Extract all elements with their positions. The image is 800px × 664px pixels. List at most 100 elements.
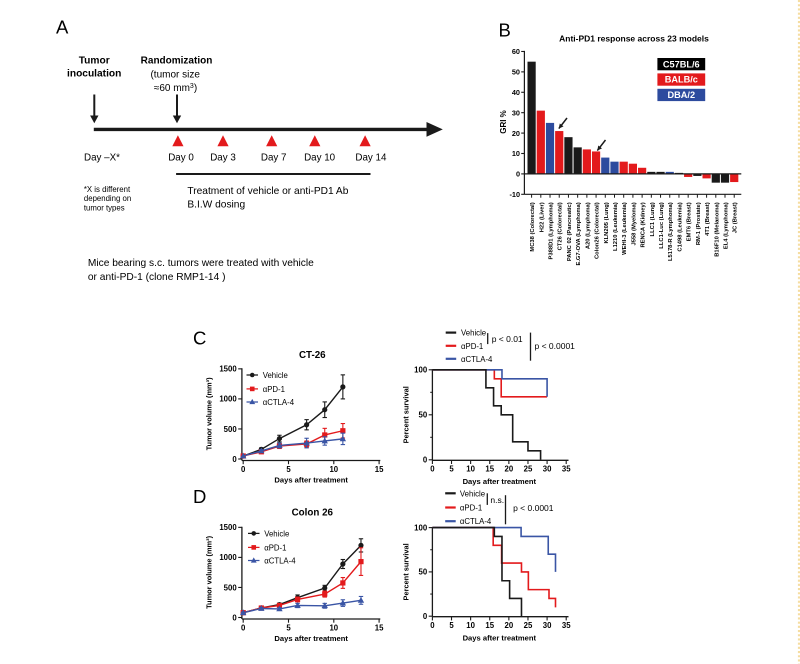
svg-text:10: 10 [466,465,475,474]
svg-text:500: 500 [224,425,238,434]
svg-text:Days after treatment: Days after treatment [274,476,348,485]
svg-text:CT26 (Colorectal): CT26 (Colorectal) [558,202,564,250]
svg-text:αCTLA-4: αCTLA-4 [263,398,295,407]
svg-text:15: 15 [485,621,494,630]
svg-text:Anti-PD1 response across 23 mo: Anti-PD1 response across 23 models [559,33,709,43]
svg-text:60: 60 [512,47,520,56]
svg-text:1000: 1000 [219,395,237,404]
svg-text:40: 40 [512,88,520,97]
svg-text:A20 (Lymphoma): A20 (Lymphoma) [585,202,591,249]
svg-text:or anti-PD-1 (clone RMP1-14 ): or anti-PD-1 (clone RMP1-14 ) [88,272,226,283]
svg-text:B.I.W dosing: B.I.W dosing [187,199,245,210]
svg-text:C: C [193,328,206,349]
svg-text:DBA/2: DBA/2 [668,90,696,100]
svg-text:500: 500 [224,583,238,592]
svg-text:100: 100 [414,366,428,375]
svg-text:Mice bearing s.c. tumors were: Mice bearing s.c. tumors were treated wi… [88,258,314,269]
svg-text:35: 35 [562,465,571,474]
svg-text:5: 5 [286,465,291,474]
svg-text:αPD-1: αPD-1 [460,504,482,513]
svg-text:PANC 02 (Pancreatic): PANC 02 (Pancreatic) [567,202,573,261]
svg-text:0: 0 [423,456,428,465]
svg-text:Treatment of vehicle or anti-P: Treatment of vehicle or anti-PD1 Ab [187,186,348,197]
svg-text:αCTLA-4: αCTLA-4 [264,557,296,566]
svg-text:15: 15 [375,624,384,633]
svg-text:p < 0.0001: p < 0.0001 [535,341,576,351]
svg-text:C57BL/6: C57BL/6 [663,59,700,69]
svg-text:20: 20 [505,465,514,474]
svg-text:(tumor size: (tumor size [150,69,200,80]
svg-text:5: 5 [286,624,291,633]
svg-text:50: 50 [419,411,428,420]
svg-text:1000: 1000 [219,553,237,562]
svg-text:Day –X*: Day –X* [84,153,120,164]
svg-text:KLN205 (Lung): KLN205 (Lung) [604,202,610,243]
svg-text:4T1 (Breast): 4T1 (Breast) [705,202,711,236]
svg-text:P388D1 (Lymphoma): P388D1 (Lymphoma) [549,202,555,259]
svg-text:inoculation: inoculation [67,69,121,80]
svg-text:30: 30 [512,108,520,117]
svg-text:n.s.: n.s. [490,495,504,505]
svg-text:0: 0 [241,465,246,474]
svg-text:10: 10 [466,621,475,630]
svg-text:5: 5 [449,621,454,630]
svg-text:50: 50 [419,568,428,577]
svg-text:JC (Breast): JC (Breast) [733,202,739,233]
svg-text:LLC1-Luc (Lung): LLC1-Luc (Lung) [659,202,665,248]
svg-text:p < 0.0001: p < 0.0001 [513,503,554,513]
svg-text:D: D [193,486,206,507]
svg-text:35: 35 [562,621,571,630]
svg-text:Day 7: Day 7 [261,153,287,164]
svg-text:Vehicle: Vehicle [263,371,288,380]
svg-text:Vehicle: Vehicle [460,489,485,498]
svg-text:0: 0 [430,465,435,474]
svg-text:0: 0 [241,624,246,633]
svg-text:0: 0 [423,612,428,621]
svg-text:Colon 26: Colon 26 [292,507,334,518]
svg-text:0: 0 [232,455,237,464]
svg-text:αPD-1: αPD-1 [461,342,483,351]
svg-text:20: 20 [505,621,514,630]
svg-text:25: 25 [524,465,533,474]
svg-text:20: 20 [512,129,520,138]
svg-text:RM-1 (Prostate): RM-1 (Prostate) [696,202,702,245]
svg-text:Day 0: Day 0 [168,153,194,164]
svg-text:depending on: depending on [84,194,131,203]
svg-text:15: 15 [485,465,494,474]
svg-text:GRI %: GRI % [499,110,508,134]
svg-text:50: 50 [512,68,520,77]
svg-text:30: 30 [543,465,552,474]
svg-text:RENCA (Kidney): RENCA (Kidney) [641,202,647,247]
svg-text:Vehicle: Vehicle [264,529,289,538]
svg-text:25: 25 [524,621,533,630]
svg-text:CT-26: CT-26 [299,350,326,361]
svg-text:1500: 1500 [219,523,237,532]
svg-text:αCTLA-4: αCTLA-4 [460,517,492,526]
svg-text:LLC1 (Lung): LLC1 (Lung) [650,202,656,236]
svg-text:MC38 (Colorectal): MC38 (Colorectal) [530,202,536,251]
svg-text:Days after treatment: Days after treatment [463,634,537,643]
svg-text:J558 (Myeloma): J558 (Myeloma) [631,202,637,245]
svg-text:10: 10 [329,624,338,633]
svg-text:L5178-R (Lymphoma): L5178-R (Lymphoma) [668,202,674,261]
svg-text:Tumor volume (mm³): Tumor volume (mm³) [205,535,214,608]
svg-text:30: 30 [543,621,552,630]
svg-text:0: 0 [232,613,237,622]
svg-text:-10: -10 [509,190,520,199]
svg-text:10: 10 [329,465,338,474]
svg-text:αPD-1: αPD-1 [263,385,285,394]
svg-text:Vehicle: Vehicle [461,329,486,338]
svg-text:Tumor: Tumor [79,56,110,67]
svg-text:Days after treatment: Days after treatment [274,634,348,643]
svg-text:15: 15 [375,465,384,474]
svg-text:*X is different: *X is different [84,185,131,194]
svg-text:Percent survival: Percent survival [402,386,411,443]
svg-text:10: 10 [512,149,520,158]
svg-text:H22 (Liver): H22 (Liver) [539,202,545,232]
svg-text:BALB/c: BALB/c [665,75,698,85]
svg-text:0: 0 [430,621,435,630]
svg-text:αPD-1: αPD-1 [264,543,286,552]
svg-text:1500: 1500 [219,365,237,374]
svg-text:≈60 mm3): ≈60 mm3) [154,83,197,95]
svg-text:5: 5 [449,465,454,474]
